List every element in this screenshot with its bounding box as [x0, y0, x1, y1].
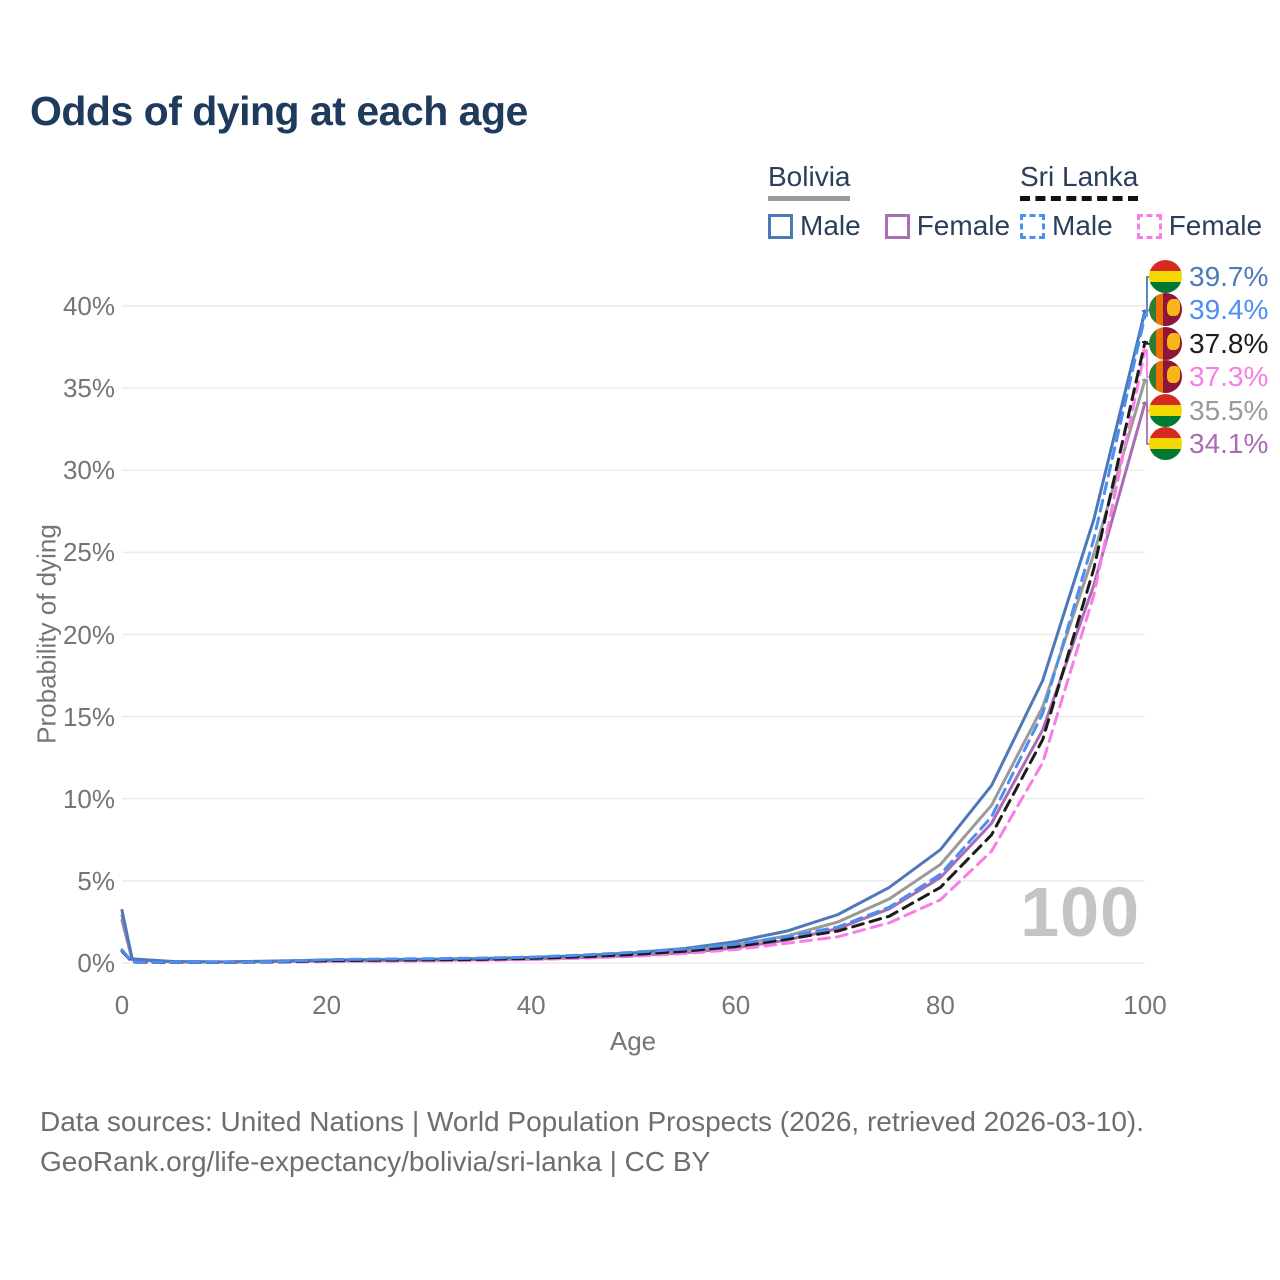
- legend-header-sri-lanka: Sri Lanka: [1020, 161, 1139, 201]
- legend-group-sri-lanka: Sri Lanka Male Female: [1020, 161, 1262, 242]
- flag-sri-lanka-icon: [1149, 326, 1182, 360]
- leader-line-sri-lanka-female: [1142, 349, 1150, 379]
- y-tick-label: 20%: [62, 619, 115, 650]
- footer-attribution: GeoRank.org/life-expectancy/bolivia/sri-…: [40, 1146, 711, 1177]
- flag-bolivia-icon: [1149, 427, 1182, 460]
- legend-item-sri-lanka-male[interactable]: Male: [1020, 210, 1113, 242]
- y-tick-label: 30%: [62, 455, 115, 486]
- legend-label-bolivia-female: Female: [916, 210, 1011, 241]
- y-tick-label: 40%: [62, 291, 115, 321]
- y-tick-label: 15%: [62, 701, 115, 732]
- legend-label-sri-lanka-female: Female: [1168, 210, 1263, 241]
- legend-item-sri-lanka-female[interactable]: Female: [1136, 210, 1263, 242]
- series-line-sri-lanka-male: [120, 314, 1147, 964]
- x-tick-label: 60: [721, 990, 751, 1020]
- end-label-sri-lanka-female: 37.3%: [1149, 360, 1269, 394]
- legend-swatch-bolivia-male-icon[interactable]: [768, 213, 793, 239]
- series-line-sri-lanka-both: [120, 340, 1147, 964]
- legend-label-bolivia-male: Male: [800, 210, 861, 241]
- leader-line-bolivia-male: [1142, 276, 1150, 312]
- flag-sri-lanka-icon: [1149, 293, 1182, 327]
- legend-swatch-sri-lanka-male-icon[interactable]: [1020, 213, 1045, 239]
- legend-item-bolivia-female[interactable]: Female: [884, 210, 1011, 242]
- end-label-sri-lanka-male: 39.4%: [1149, 293, 1269, 327]
- end-label-bolivia-male: 39.7%: [1149, 260, 1268, 293]
- legend-group-bolivia: Bolivia Male Female: [768, 161, 1010, 242]
- series-line-sri-lanka-female: [120, 348, 1147, 964]
- y-tick-label: 5%: [77, 865, 115, 896]
- end-label-bolivia-both: 35.5%: [1149, 393, 1269, 427]
- end-value-sri-lanka-female: 37.3%: [1189, 361, 1269, 393]
- leader-line-sri-lanka-male: [1142, 309, 1150, 317]
- end-value-bolivia-male: 39.7%: [1189, 261, 1269, 292]
- y-tick-label: 35%: [62, 373, 115, 404]
- footer-data-sources: Data sources: United Nations | World Pop…: [40, 1106, 1145, 1137]
- end-label-sri-lanka-both: 37.8%: [1149, 326, 1269, 360]
- legend-swatch-sri-lanka-female-icon[interactable]: [1136, 213, 1162, 239]
- flag-sri-lanka-icon: [1149, 360, 1182, 394]
- x-axis-title: Age: [609, 1026, 657, 1056]
- y-tick-label: 0%: [77, 948, 115, 978]
- legend-label-sri-lanka-male: Male: [1052, 210, 1113, 241]
- leader-line-sri-lanka-both: [1142, 341, 1150, 345]
- end-value-bolivia-female: 34.1%: [1189, 428, 1269, 459]
- end-value-sri-lanka-male: 39.4%: [1189, 294, 1269, 326]
- y-tick-label: 10%: [62, 783, 115, 814]
- end-value-bolivia-both: 35.5%: [1189, 394, 1269, 426]
- end-value-sri-lanka-both: 37.8%: [1189, 327, 1269, 359]
- x-tick-label: 0: [114, 990, 130, 1020]
- legend-header-bolivia: Bolivia: [768, 161, 851, 201]
- leader-line-bolivia-female: [1142, 402, 1150, 445]
- legend-swatch-bolivia-female-icon[interactable]: [884, 213, 910, 239]
- x-tick-label: 100: [1123, 990, 1167, 1020]
- end-label-bolivia-female: 34.1%: [1149, 427, 1268, 460]
- y-tick-label: 25%: [62, 537, 115, 568]
- x-tick-label: 20: [312, 990, 342, 1020]
- x-tick-label: 40: [516, 990, 546, 1020]
- age-watermark: 100: [1020, 873, 1140, 951]
- leader-line-bolivia-both: [1142, 379, 1150, 412]
- page-title: Odds of dying at each age: [30, 88, 528, 134]
- flag-bolivia-icon: [1149, 260, 1182, 293]
- series-line-bolivia-male: [120, 309, 1147, 964]
- flag-bolivia-icon: [1149, 393, 1182, 427]
- x-tick-label: 80: [925, 990, 955, 1020]
- legend-item-bolivia-male[interactable]: Male: [768, 210, 861, 242]
